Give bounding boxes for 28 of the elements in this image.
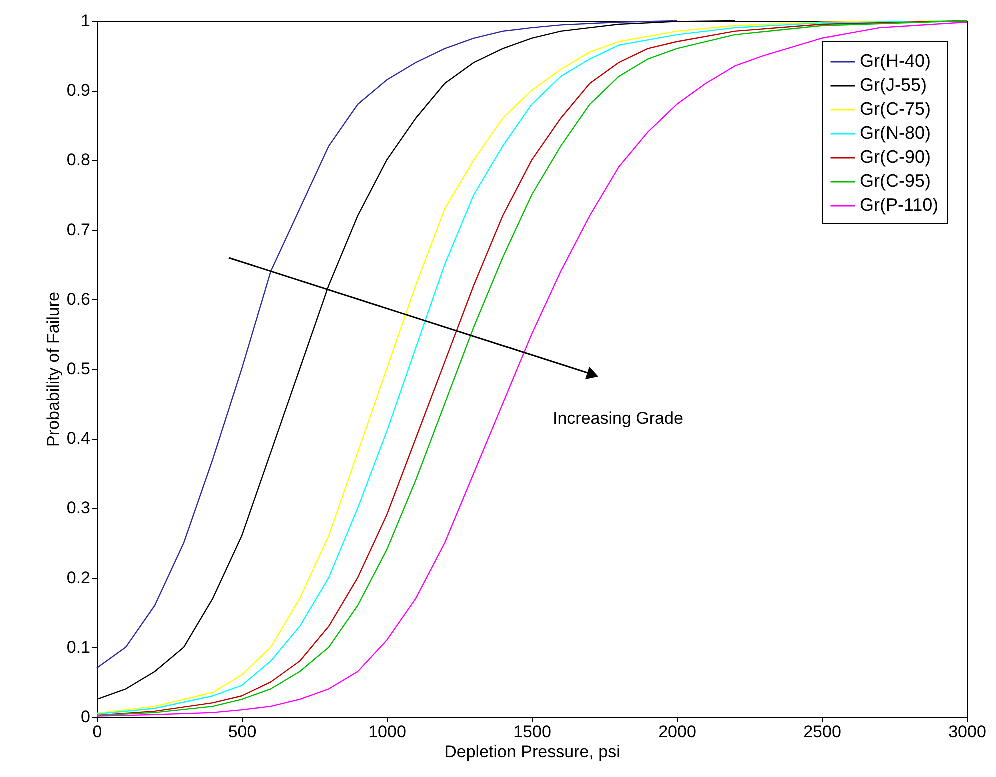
- x-tick-label: 1500: [514, 722, 552, 742]
- y-tick-label: 0.1: [66, 638, 90, 657]
- y-tick-label: 0.6: [66, 290, 90, 309]
- y-tick-label: 1: [81, 12, 90, 30]
- legend-label: Gr(J-55): [860, 75, 927, 95]
- y-tick-label: 0.9: [66, 81, 90, 100]
- legend-label: Gr(C-90): [860, 147, 931, 167]
- x-tick-label: 500: [228, 722, 257, 742]
- annotation: Increasing Grade: [553, 409, 684, 428]
- y-tick-label: 0.2: [66, 568, 90, 588]
- y-tick-label: 0.3: [66, 498, 90, 518]
- legend-label: Gr(P-110): [860, 195, 939, 215]
- y-tick-label: 0.4: [66, 429, 90, 448]
- legend-label: Gr(N-80): [860, 123, 931, 143]
- y-tick-label: 0.5: [66, 360, 90, 378]
- y-tick-label: 0.7: [66, 220, 90, 240]
- x-tick-label: 2000: [658, 722, 696, 742]
- y-tick-label: 0.8: [66, 150, 90, 170]
- legend-label: Gr(H-40): [860, 51, 931, 71]
- x-axis-title: Depletion Pressure, psi: [444, 742, 620, 762]
- x-tick-label: 0: [92, 722, 102, 742]
- legend-label: Gr(C-75): [860, 99, 931, 119]
- x-tick-label: 1000: [368, 722, 406, 742]
- y-axis-title: Probability of Failure: [44, 292, 63, 447]
- x-tick-label: 2500: [804, 722, 842, 742]
- legend-label: Gr(C-95): [860, 171, 931, 191]
- x-tick-label: 3000: [948, 722, 986, 742]
- y-tick-label: 0: [81, 708, 90, 726]
